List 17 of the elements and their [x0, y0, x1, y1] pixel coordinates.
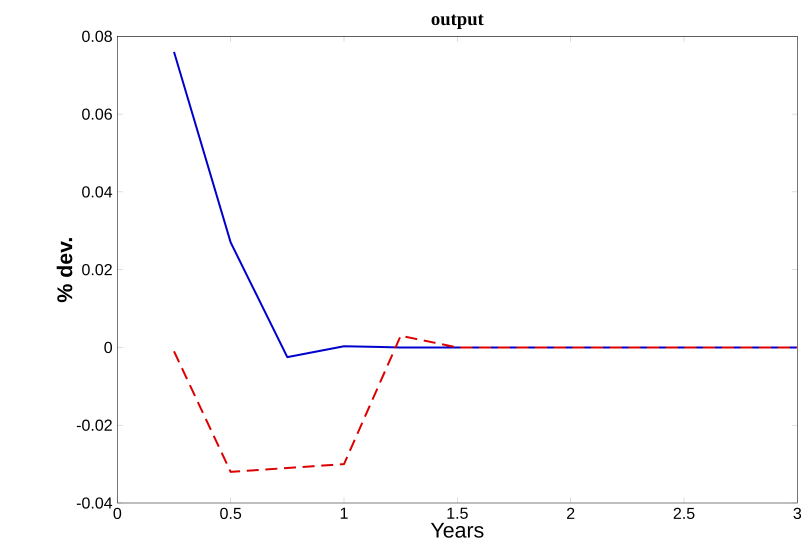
x-tick-label: 1.5	[447, 508, 468, 519]
y-tick-label: 0.06	[82, 108, 112, 120]
y-tick-label: 0.02	[82, 264, 112, 276]
x-tick-label: 3	[793, 508, 802, 520]
x-tick-label: 2.5	[674, 508, 694, 520]
x-tick-label: 0.5	[220, 508, 242, 520]
y-tick-label: 0.04	[82, 186, 112, 198]
y-tick-label: 0.08	[82, 30, 112, 42]
chart-title: output	[432, 14, 484, 29]
y-tick-label: -0.04	[76, 497, 112, 509]
x-tick-label: 2	[567, 508, 574, 519]
x-tick-label: 0	[114, 508, 122, 520]
y-tick-label: 0	[104, 342, 112, 354]
x-tick-label: 1	[340, 508, 348, 519]
x-axis-title: Years	[430, 522, 484, 538]
y-tick-label: -0.02	[76, 420, 112, 431]
y-axis-title: % dev.	[56, 238, 72, 302]
